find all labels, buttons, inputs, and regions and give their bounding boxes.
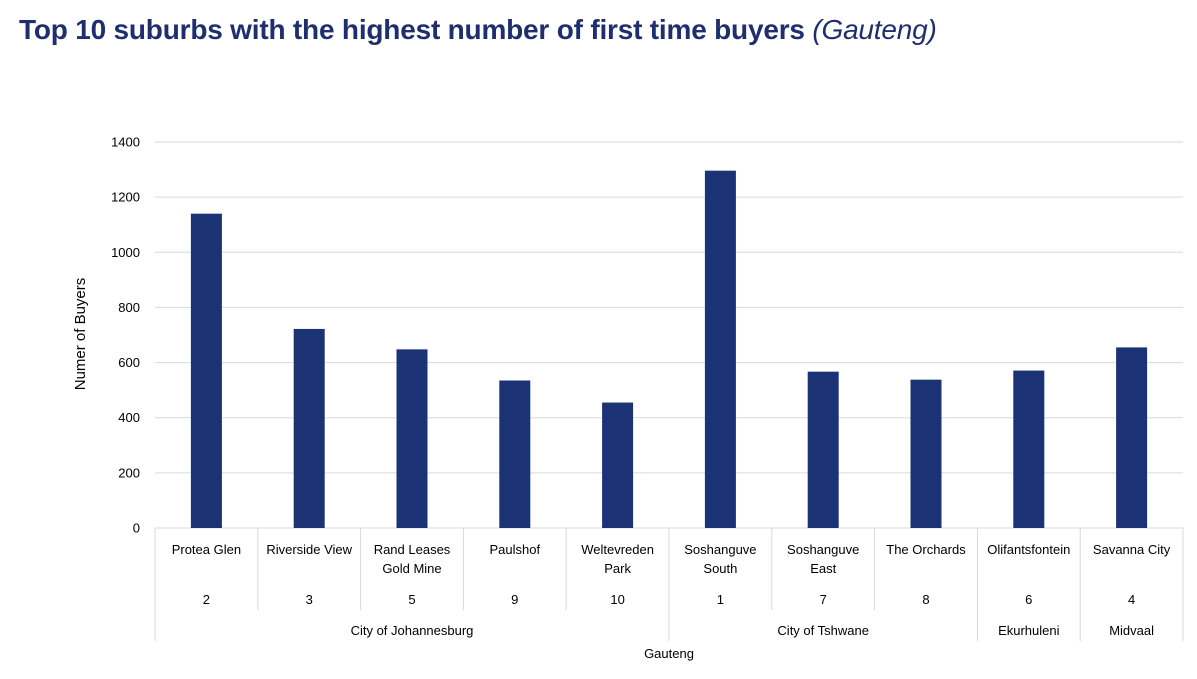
x-category-label: Gold Mine — [382, 561, 441, 576]
x-rank-label: 5 — [408, 592, 415, 607]
bar — [704, 170, 736, 528]
x-group-label: Midvaal — [1109, 623, 1154, 638]
x-group-label: City of Tshwane — [777, 623, 869, 638]
bar — [499, 380, 531, 528]
y-tick-label: 1400 — [111, 135, 140, 150]
bar — [910, 379, 942, 528]
bar — [602, 402, 634, 528]
x-category-label: Protea Glen — [172, 542, 241, 557]
x-rank-label: 1 — [717, 592, 724, 607]
bar — [293, 328, 325, 528]
bar — [190, 213, 222, 528]
x-rank-label: 9 — [511, 592, 518, 607]
x-rank-label: 8 — [922, 592, 929, 607]
x-rank-label: 4 — [1128, 592, 1135, 607]
y-tick-label: 400 — [118, 410, 140, 425]
x-category-label: The Orchards — [886, 542, 966, 557]
x-rank-label: 3 — [306, 592, 313, 607]
y-tick-label: 1000 — [111, 245, 140, 260]
bar — [1013, 370, 1045, 528]
bar — [396, 349, 428, 528]
x-category-label: Soshanguve — [684, 542, 756, 557]
x-category-label: South — [703, 561, 737, 576]
x-category-label: East — [810, 561, 836, 576]
y-tick-label: 0 — [133, 521, 140, 536]
y-axis-label: Numer of Buyers — [72, 278, 89, 391]
x-rank-label: 6 — [1025, 592, 1032, 607]
x-group-label: City of Johannesburg — [351, 623, 474, 638]
x-group-label: Ekurhuleni — [998, 623, 1060, 638]
x-rank-label: 10 — [610, 592, 624, 607]
x-category-label: Park — [604, 561, 631, 576]
x-category-label: Rand Leases — [374, 542, 451, 557]
bar — [1116, 347, 1148, 528]
x-category-label: Olifantsfontein — [987, 542, 1070, 557]
x-rank-label: 2 — [203, 592, 210, 607]
x-category-label: Soshanguve — [787, 542, 859, 557]
y-tick-label: 1200 — [111, 190, 140, 205]
x-axis: Protea Glen 2 Riverside View 3 Rand Leases Go… — [154, 528, 1184, 661]
x-rank-label: 7 — [820, 592, 827, 607]
y-tick-label: 600 — [118, 355, 140, 370]
y-tick-label: 200 — [118, 465, 140, 480]
y-axis-ticks: 0 200 400 600 800 1000 1200 1400 — [111, 135, 140, 536]
x-region-label: Gauteng — [644, 646, 694, 661]
gridlines — [155, 141, 1183, 529]
bar — [807, 371, 839, 528]
x-category-label: Weltevreden — [581, 542, 654, 557]
x-category-label: Savanna City — [1093, 542, 1171, 557]
chart-title-subtitle: (Gauteng) — [812, 14, 937, 45]
bars — [190, 170, 1148, 528]
y-tick-label: 800 — [118, 300, 140, 315]
chart-title-main: Top 10 suburbs with the highest number o… — [19, 14, 805, 45]
x-category-label: Paulshof — [490, 542, 541, 557]
x-category-label: Riverside View — [266, 542, 352, 557]
chart-title: Top 10 suburbs with the highest number o… — [19, 14, 937, 46]
